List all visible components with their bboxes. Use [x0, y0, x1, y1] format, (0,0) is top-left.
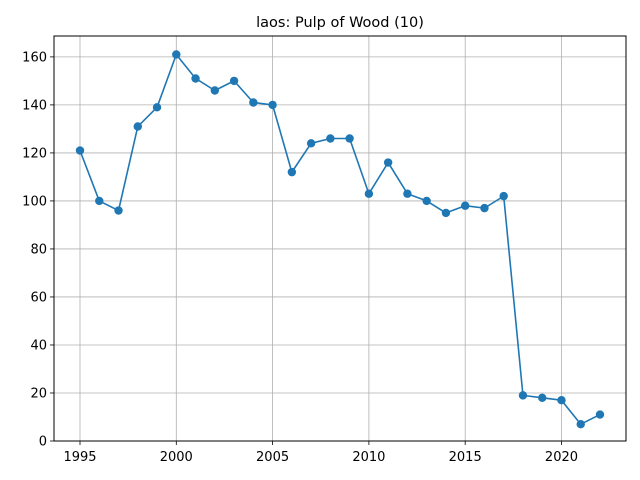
series-line [79, 53, 601, 426]
x-tick-label: 2000 [160, 450, 193, 465]
data-point [326, 134, 335, 143]
x-tick-label: 2015 [449, 450, 482, 465]
data-point [268, 100, 277, 110]
data-point [480, 203, 489, 213]
data-point [460, 201, 470, 210]
y-tick-label: 120 [22, 146, 47, 161]
data-point [306, 139, 316, 148]
data-point [191, 74, 200, 83]
data-point [557, 395, 566, 405]
y-tick-label: 20 [30, 386, 47, 401]
data-point [576, 419, 585, 429]
y-tick-label: 160 [22, 50, 47, 65]
x-axis: 1995 2000 2005 2010 2015 2020 [63, 441, 578, 465]
data-point [133, 122, 142, 131]
y-tick-label: 40 [30, 338, 47, 353]
data-point [75, 146, 85, 155]
x-tick-label: 1995 [63, 450, 96, 465]
plot-frame [53, 35, 627, 442]
grid-lines [54, 36, 626, 442]
x-tick-label: 2010 [352, 450, 385, 465]
data-point [422, 196, 431, 206]
data-point [595, 410, 605, 419]
data-point [345, 134, 354, 143]
y-tick-label: 100 [22, 194, 47, 209]
data-point [287, 167, 297, 177]
data-point [114, 206, 123, 215]
data-point [152, 103, 162, 112]
data-point [249, 98, 258, 107]
data-point [172, 50, 181, 59]
data-point [210, 86, 220, 95]
y-tick-label: 60 [30, 290, 47, 305]
y-tick-label: 80 [30, 242, 47, 257]
y-axis: 0 20 40 60 80 100 120 140 160 [22, 50, 54, 450]
data-point [518, 391, 528, 400]
data-point [364, 189, 374, 198]
data-point [538, 393, 547, 402]
y-tick-label: 140 [22, 98, 47, 113]
chart-title: laos: Pulp of Wood (10) [256, 15, 424, 31]
data-point [499, 191, 508, 201]
x-tick-label: 2020 [545, 450, 578, 465]
x-tick-label: 2005 [256, 450, 289, 465]
data-point [229, 76, 239, 86]
data-point [383, 158, 393, 167]
data-point [403, 189, 412, 198]
data-point [95, 196, 104, 206]
y-tick-label: 0 [39, 435, 47, 450]
series-group [75, 50, 605, 429]
data-point [441, 208, 451, 218]
